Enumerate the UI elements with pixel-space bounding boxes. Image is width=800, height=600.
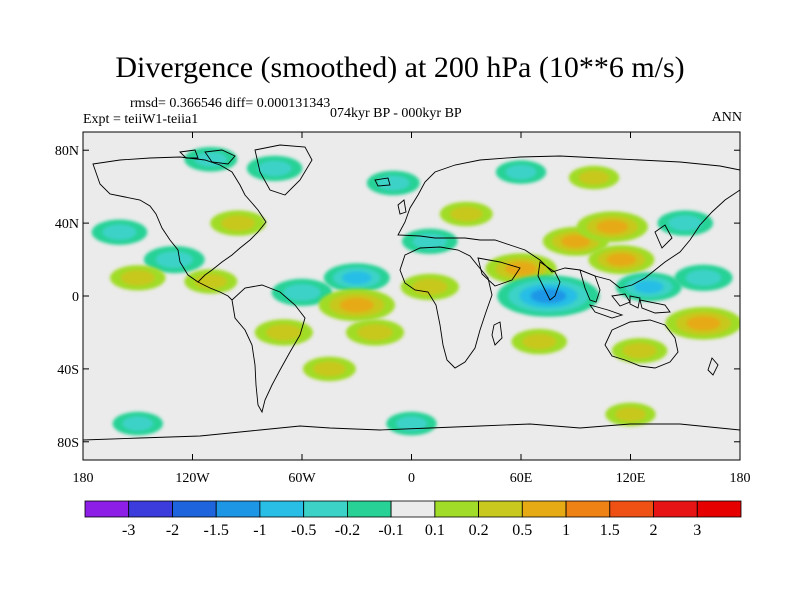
field-blob bbox=[685, 269, 722, 286]
lon-tick-label: 60E bbox=[510, 471, 533, 486]
colorbar-label: 1.5 bbox=[600, 522, 620, 539]
colorbar-label: -0.2 bbox=[335, 522, 360, 539]
colorbar-swatch bbox=[215, 500, 261, 518]
colorbar-swatch bbox=[303, 500, 348, 518]
lat-tick-label: 80N bbox=[55, 144, 79, 159]
colorbar-label: 2 bbox=[650, 522, 658, 539]
colorbar-label: -1 bbox=[253, 522, 266, 539]
colorbar-label: -2 bbox=[166, 522, 179, 539]
colorbar-swatch bbox=[653, 500, 698, 518]
field-blob bbox=[634, 280, 664, 294]
field-blob bbox=[122, 416, 154, 431]
lat-tick-label: 0 bbox=[72, 290, 79, 305]
colorbar-label: 0.5 bbox=[512, 522, 532, 539]
field-blob bbox=[377, 175, 410, 191]
lon-tick-label: 180 bbox=[730, 471, 751, 486]
colorbar-swatch bbox=[434, 500, 479, 518]
lat-tick-label: 40N bbox=[55, 217, 79, 232]
colorbar-label: -3 bbox=[122, 522, 135, 539]
field-blob bbox=[622, 342, 657, 359]
colorbar-label: 0.2 bbox=[469, 522, 489, 539]
field-blob bbox=[561, 234, 591, 248]
colorbar-label: 0.1 bbox=[425, 522, 445, 539]
field-blob bbox=[578, 170, 610, 185]
field-blob bbox=[120, 270, 155, 286]
field-blob bbox=[686, 316, 721, 331]
field-blob bbox=[411, 278, 448, 295]
field-blob bbox=[357, 324, 393, 341]
experiment-label: Expt = teiiW1-teiia1 bbox=[83, 112, 199, 127]
field-blob bbox=[257, 160, 292, 177]
field-blob bbox=[596, 220, 629, 234]
colorbar-swatch bbox=[696, 500, 742, 518]
stats-label: rmsd= 0.366546 diff= 0.000131343 bbox=[130, 96, 331, 111]
field-blob bbox=[450, 206, 483, 222]
colorbar: -3 -2 -1.5 -1 -0.5 -0.2 -0.1 0.1 0.2 0.5 1 1.5 2 3 bbox=[84, 500, 742, 539]
field-blob bbox=[606, 253, 637, 266]
tick-labels: 80N 40N 0 40S 80S 180 120W 60W 0 60E 120E 180 bbox=[55, 144, 751, 486]
field-blob bbox=[342, 271, 372, 285]
field-blob bbox=[265, 324, 302, 341]
colorbar-label: 1 bbox=[562, 522, 570, 539]
colorbar-swatch bbox=[521, 500, 567, 518]
lon-tick-label: 120W bbox=[175, 471, 210, 486]
colorbar-swatch bbox=[128, 500, 173, 518]
field-blob bbox=[221, 215, 256, 231]
field-blob bbox=[615, 407, 646, 422]
field-blob bbox=[396, 416, 427, 431]
field-layer bbox=[91, 147, 740, 436]
colorbar-label: -0.1 bbox=[378, 522, 403, 539]
lon-tick-label: 60W bbox=[288, 471, 316, 486]
field-blob bbox=[505, 164, 537, 180]
field-blob bbox=[102, 224, 137, 240]
colorbar-swatch bbox=[172, 500, 217, 518]
lat-tick-label: 80S bbox=[57, 436, 79, 451]
period-label: 074kyr BP - 000kyr BP bbox=[330, 106, 462, 121]
field-blob bbox=[668, 215, 703, 231]
lon-tick-label: 120E bbox=[616, 471, 646, 486]
season-label: ANN bbox=[711, 110, 742, 125]
colorbar-swatch bbox=[478, 500, 523, 518]
field-blob bbox=[339, 297, 374, 313]
chart-title: Divergence (smoothed) at 200 hPa (10**6 … bbox=[115, 51, 685, 84]
colorbar-swatch bbox=[609, 500, 654, 518]
field-blob bbox=[412, 233, 447, 250]
colorbar-swatch bbox=[346, 500, 392, 518]
field-blob bbox=[522, 333, 557, 350]
field-blob bbox=[283, 284, 321, 301]
colorbar-swatch bbox=[565, 500, 611, 518]
lon-tick-label: 0 bbox=[408, 471, 415, 486]
colorbar-label: -1.5 bbox=[204, 522, 229, 539]
field-blob bbox=[194, 273, 228, 289]
colorbar-swatch bbox=[84, 500, 130, 518]
colorbar-label: 3 bbox=[693, 522, 701, 539]
field-blob bbox=[155, 251, 193, 268]
colorbar-label: -0.5 bbox=[291, 522, 316, 539]
colorbar-swatch bbox=[259, 500, 304, 518]
field-blob bbox=[505, 261, 537, 276]
field-blob bbox=[313, 361, 346, 377]
lon-tick-label: 180 bbox=[73, 471, 94, 486]
colorbar-swatch bbox=[390, 500, 436, 518]
tick-marks bbox=[82, 132, 741, 460]
lat-tick-label: 40S bbox=[57, 363, 79, 378]
coastlines bbox=[83, 144, 740, 441]
